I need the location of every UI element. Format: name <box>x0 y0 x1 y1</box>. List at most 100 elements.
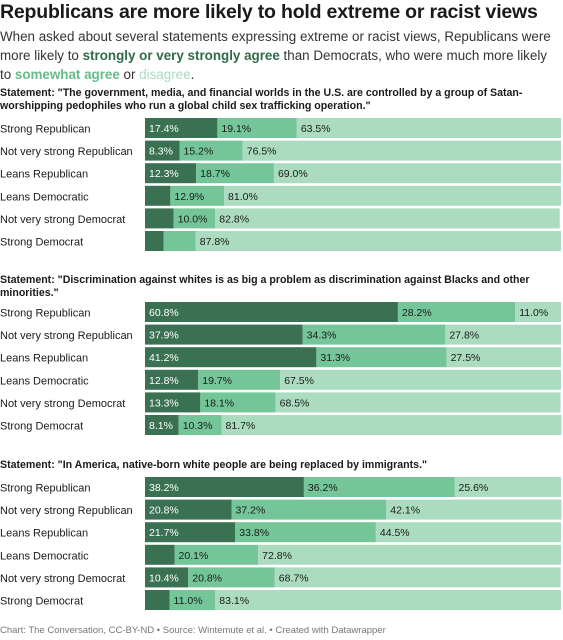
data-label: 18.1% <box>204 397 234 409</box>
bar-segment-strongly-agree <box>145 544 175 565</box>
bar-segment-disagree <box>274 567 561 588</box>
bar-segment-somewhat-agree <box>174 544 259 565</box>
subtitle-text: than Democrats, who were much more likel… <box>0 48 547 82</box>
bar-segment-strongly-agree <box>145 118 218 138</box>
bar-segment-disagree <box>215 208 560 229</box>
statement-title: minorities." <box>0 287 59 299</box>
bar-segment-disagree <box>224 185 562 206</box>
row-label: Strong Democrat <box>0 237 83 249</box>
data-label: 27.5% <box>451 352 481 364</box>
bar-segment-strongly-agree <box>145 302 398 322</box>
bar-segment-somewhat-agree <box>200 392 276 413</box>
data-label: 12.3% <box>149 168 179 180</box>
row-label: Leans Democratic <box>0 375 89 387</box>
legend-key-disagree: disagree <box>139 67 191 82</box>
bar-segment-disagree <box>454 477 561 497</box>
bar-segment-somewhat-agree <box>173 208 216 229</box>
data-label: 68.5% <box>280 397 310 409</box>
data-label: 8.3% <box>149 146 173 158</box>
chart-title: Republicans are more likely to hold extr… <box>0 1 538 23</box>
row-label: Not very strong Republican <box>0 505 133 517</box>
bar-segment-somewhat-agree <box>179 140 243 161</box>
chart-footer: Chart: The Conversation, CC-BY-ND • Sour… <box>0 625 386 636</box>
data-label: 19.7% <box>202 375 232 387</box>
data-label: 8.1% <box>149 420 173 432</box>
bar-segment-somewhat-agree <box>235 522 376 543</box>
row-label: Strong Democrat <box>0 421 83 433</box>
data-label: 10.3% <box>183 420 213 432</box>
row-label: Not very strong Democrat <box>0 398 125 410</box>
row-label: Not very strong Republican <box>0 146 133 158</box>
data-label: 38.2% <box>149 482 179 494</box>
data-label: 12.9% <box>174 191 204 203</box>
bar-segment-disagree <box>258 544 561 565</box>
bar-segment-strongly-agree <box>145 369 199 390</box>
data-label: 36.2% <box>308 482 338 494</box>
bar-segment-somewhat-agree <box>196 163 274 184</box>
data-label: 28.2% <box>402 307 432 319</box>
data-label: 44.5% <box>380 527 410 539</box>
data-label: 31.3% <box>320 352 350 364</box>
row-label: Strong Republican <box>0 308 91 320</box>
data-label: 21.7% <box>149 527 179 539</box>
row-label: Leans Democratic <box>0 550 89 562</box>
bar-segment-disagree <box>215 590 562 610</box>
bar-segment-disagree <box>275 392 561 413</box>
bar-segment-somewhat-agree <box>231 499 387 520</box>
bar-segment-disagree <box>445 324 561 345</box>
data-label: 19.1% <box>221 123 251 135</box>
bar-segment-somewhat-agree <box>169 590 216 610</box>
bar-segment-somewhat-agree <box>397 302 516 322</box>
data-label: 67.5% <box>284 375 314 387</box>
data-label: 76.5% <box>247 146 277 158</box>
data-label: 10.0% <box>178 213 208 225</box>
legend-key-strongly-agree: strongly or very strongly agree <box>82 48 280 63</box>
data-label: 27.8% <box>449 330 479 342</box>
row-label: Strong Republican <box>0 483 91 495</box>
row-label: Not very strong Democrat <box>0 214 125 226</box>
statement-title: Statement: "Discrimination against white… <box>0 274 530 286</box>
bar-segment-strongly-agree <box>145 522 236 543</box>
bar-segment-strongly-agree <box>145 324 303 345</box>
chart-subtitle: When asked about several statements expr… <box>0 27 556 84</box>
row-label: Not very strong Republican <box>0 330 133 342</box>
bar-segment-strongly-agree <box>145 231 164 251</box>
bar-segment-disagree <box>375 522 561 543</box>
data-label: 11.0% <box>174 595 203 607</box>
data-label: 82.8% <box>219 213 249 225</box>
bar-segment-strongly-agree <box>145 590 170 610</box>
statement-title: Statement: "In America, native-born whit… <box>0 459 427 471</box>
subtitle-text: or <box>119 67 140 82</box>
data-label: 10.4% <box>149 572 179 584</box>
legend-key-somewhat-agree: somewhat agree <box>14 67 120 82</box>
bar-segment-disagree <box>273 163 561 184</box>
statement-title: Statement: "The government, media, and f… <box>0 87 523 99</box>
data-label: 11.0% <box>519 307 548 319</box>
bar-segment-strongly-agree <box>145 392 201 413</box>
data-label: 25.6% <box>459 482 489 494</box>
data-label: 68.7% <box>279 572 309 584</box>
bar-segment-strongly-agree <box>145 140 180 161</box>
subtitle-text: . <box>190 67 195 82</box>
bar-segment-strongly-agree <box>145 499 232 520</box>
statement-title: worshipping pedophiles who run a global … <box>0 100 371 112</box>
data-label: 69.0% <box>278 168 308 180</box>
bar-segment-disagree <box>386 499 562 520</box>
data-label: 20.8% <box>149 505 179 517</box>
data-label: 37.2% <box>236 505 266 517</box>
bar-segment-somewhat-agree <box>198 369 281 390</box>
bar-segment-strongly-agree <box>145 347 317 368</box>
data-label: 87.8% <box>200 236 230 248</box>
bar-segment-somewhat-agree <box>303 477 455 497</box>
bar-segment-strongly-agree <box>145 567 189 588</box>
data-label: 12.8% <box>149 375 179 387</box>
data-label: 72.8% <box>262 550 292 562</box>
data-label: 41.2% <box>149 352 179 364</box>
bar-segment-disagree <box>195 231 561 251</box>
bar-segment-disagree <box>242 140 561 161</box>
bar-segment-disagree <box>221 415 562 435</box>
data-label: 33.8% <box>239 527 269 539</box>
row-label: Leans Republican <box>0 353 88 365</box>
bar-segment-disagree <box>446 347 561 368</box>
